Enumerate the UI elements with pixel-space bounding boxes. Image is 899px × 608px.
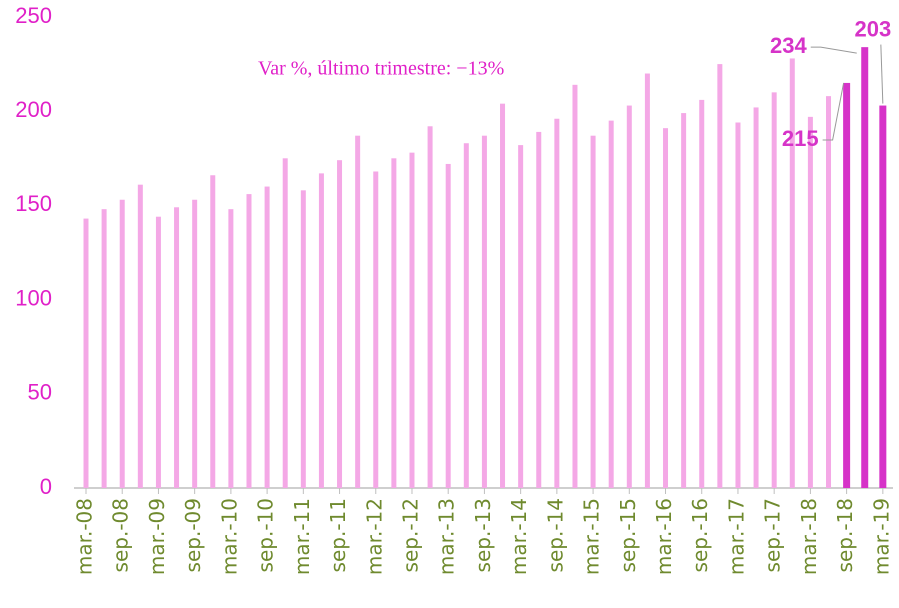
y-tick-label: 250 xyxy=(15,3,52,28)
x-tick-label: sep.-15 xyxy=(616,498,640,572)
x-tick-label: mar.-13 xyxy=(435,498,459,575)
bar xyxy=(789,58,795,488)
bar xyxy=(300,190,306,488)
data-label: 215 xyxy=(782,126,819,151)
x-tick-label: sep.-18 xyxy=(833,498,857,572)
bar xyxy=(807,116,813,489)
bar xyxy=(681,113,687,489)
bar xyxy=(228,209,234,488)
bar xyxy=(879,105,887,488)
y-tick-label: 50 xyxy=(28,380,52,405)
x-tick-label: mar.-11 xyxy=(290,498,314,575)
bar xyxy=(590,135,596,488)
x-tick-label: mar.-17 xyxy=(724,498,748,575)
bar xyxy=(155,216,161,489)
bar xyxy=(264,186,270,488)
bar xyxy=(771,92,777,489)
bar xyxy=(518,145,524,488)
x-tick-label: sep.-17 xyxy=(761,498,785,572)
bar xyxy=(282,158,288,489)
bar xyxy=(174,207,180,488)
x-tick-label: sep.-14 xyxy=(543,498,567,572)
bar xyxy=(192,199,198,489)
bar xyxy=(861,47,869,488)
y-tick-label: 150 xyxy=(15,191,52,216)
bar xyxy=(554,118,560,489)
x-tick-label: mar.-09 xyxy=(145,498,169,575)
x-tick-label: mar.-19 xyxy=(869,498,893,575)
bar xyxy=(735,122,741,488)
bar xyxy=(572,84,578,488)
x-tick-label: mar.-18 xyxy=(797,498,821,575)
bar xyxy=(210,175,216,489)
bar xyxy=(391,158,397,489)
x-tick-label: mar.-15 xyxy=(580,498,604,575)
bar xyxy=(843,82,851,488)
y-tick-label: 200 xyxy=(15,97,52,122)
bar xyxy=(626,105,632,488)
bar xyxy=(355,135,361,488)
x-tick-label: mar.-12 xyxy=(362,498,386,575)
x-tick-label: mar.-10 xyxy=(217,498,241,575)
x-tick-label: sep.-12 xyxy=(398,498,422,572)
bar xyxy=(427,126,433,488)
bar xyxy=(119,199,125,489)
x-tick-label: sep.-09 xyxy=(181,498,205,572)
bar xyxy=(337,160,343,488)
x-tick-label: sep.-11 xyxy=(326,498,350,572)
leader-line xyxy=(880,44,884,104)
y-tick-label: 0 xyxy=(40,474,52,499)
bar xyxy=(445,163,451,488)
bar xyxy=(608,120,614,489)
bar xyxy=(463,143,469,488)
bar xyxy=(663,128,669,488)
bar xyxy=(644,73,650,489)
bar xyxy=(318,173,324,488)
x-tick-label: sep.-10 xyxy=(254,498,278,572)
bar xyxy=(481,135,487,488)
bar xyxy=(717,64,723,488)
data-label: 234 xyxy=(770,33,807,58)
leader-line xyxy=(810,46,857,54)
x-tick-label: sep.-13 xyxy=(471,498,495,572)
data-label: 203 xyxy=(854,16,891,41)
x-tick-label: mar.-08 xyxy=(73,498,97,575)
x-tick-label: sep.-16 xyxy=(688,498,712,572)
x-tick-label: mar.-16 xyxy=(652,498,676,575)
bar xyxy=(101,209,107,488)
bar xyxy=(137,184,143,488)
x-tick-label: sep.-08 xyxy=(109,498,133,572)
bar xyxy=(83,218,89,488)
x-tick-label: mar.-14 xyxy=(507,498,531,575)
y-tick-label: 100 xyxy=(15,285,52,310)
bar xyxy=(826,96,832,489)
leader-line xyxy=(822,82,845,141)
bar xyxy=(373,171,379,488)
bar xyxy=(753,107,759,488)
bar xyxy=(500,103,506,488)
annotation: Var %, último trimestre: −13% xyxy=(258,58,504,80)
bar xyxy=(246,194,252,488)
bar xyxy=(536,131,542,488)
bar xyxy=(699,99,705,489)
bar xyxy=(409,152,415,488)
